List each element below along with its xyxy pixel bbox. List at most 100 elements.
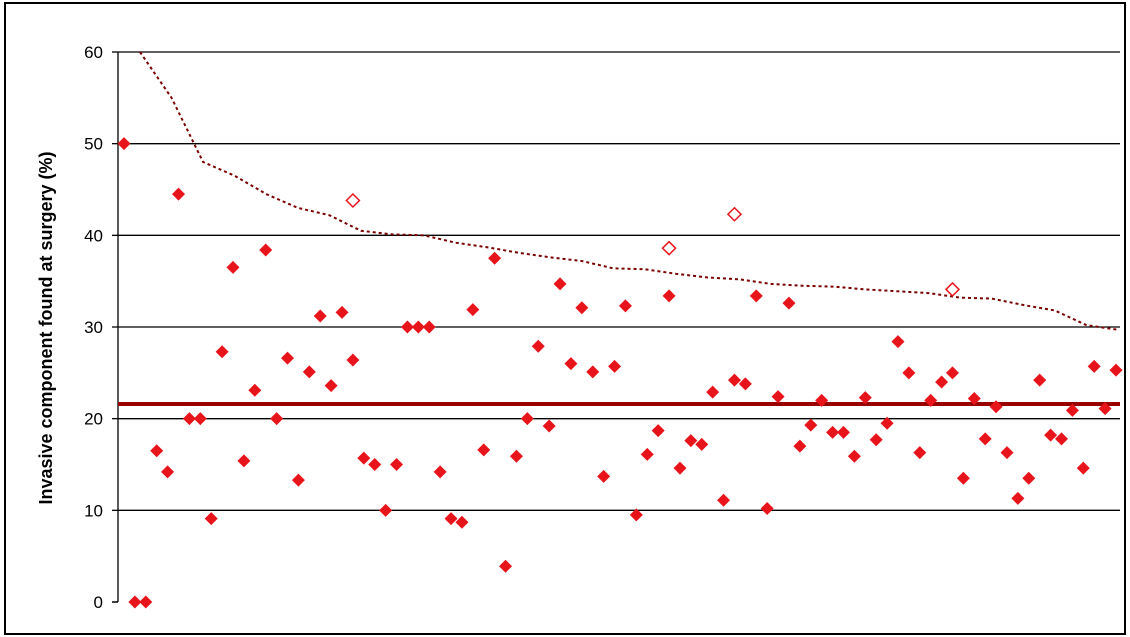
data-point <box>935 375 949 389</box>
data-point <box>291 473 305 487</box>
data-point <box>259 243 273 257</box>
data-point <box>662 289 676 303</box>
grid-lines <box>112 51 1120 603</box>
data-point <box>902 366 916 380</box>
y-tick-label: 0 <box>94 593 103 612</box>
data-point <box>161 465 175 479</box>
y-tick-labels: 0 10 20 30 40 50 60 <box>84 43 103 612</box>
data-point <box>760 502 774 515</box>
data-point <box>182 412 196 426</box>
data-point <box>782 296 796 310</box>
y-tick-label: 30 <box>84 318 103 337</box>
data-point <box>597 469 611 483</box>
data-point <box>215 345 229 359</box>
data-point <box>1098 402 1112 416</box>
data-point <box>542 419 556 433</box>
data-point <box>139 595 153 609</box>
data-point <box>150 444 164 458</box>
data-point <box>727 373 741 387</box>
data-point <box>488 251 502 265</box>
data-point <box>618 299 632 313</box>
y-tick-label: 40 <box>84 226 103 245</box>
data-point <box>684 434 698 448</box>
data-point <box>815 393 829 407</box>
data-point <box>706 385 720 399</box>
data-point <box>804 418 818 432</box>
data-point <box>673 461 687 475</box>
data-point <box>793 439 807 453</box>
data-point <box>335 305 349 319</box>
data-point <box>924 393 938 407</box>
data-point <box>1022 471 1036 485</box>
threshold-curve <box>139 51 1119 331</box>
data-point <box>531 339 545 353</box>
data-point <box>869 433 883 447</box>
data-point <box>1054 432 1068 446</box>
data-point <box>237 454 251 468</box>
data-point <box>956 471 970 485</box>
data-point <box>1087 359 1101 373</box>
data-point <box>749 289 763 303</box>
y-tick-label: 60 <box>84 43 103 62</box>
data-point <box>379 503 393 517</box>
data-point <box>913 446 927 460</box>
data-point <box>629 508 643 522</box>
data-point <box>826 425 840 439</box>
data-point <box>499 559 513 573</box>
data-point <box>128 595 142 609</box>
data-point <box>1000 446 1014 460</box>
data-point <box>553 277 567 291</box>
data-point <box>891 335 905 349</box>
data-point <box>836 425 850 439</box>
data-point <box>847 449 861 463</box>
data-point <box>1033 373 1047 387</box>
data-point <box>226 260 240 274</box>
data-point <box>771 390 785 404</box>
data-point <box>324 379 338 393</box>
data-point <box>1044 428 1058 442</box>
data-point <box>411 320 425 334</box>
data-point <box>433 465 447 479</box>
data-point <box>422 320 436 334</box>
data-point <box>477 443 491 457</box>
data-point <box>520 412 534 426</box>
data-point <box>608 359 622 373</box>
data-point <box>509 449 523 463</box>
data-point <box>564 357 578 371</box>
data-points <box>117 137 1123 609</box>
data-point <box>717 493 731 507</box>
data-point <box>117 137 131 151</box>
data-point <box>313 309 327 323</box>
data-point <box>989 400 1003 414</box>
open-data-point <box>661 240 677 256</box>
data-point <box>390 458 404 471</box>
chart-frame <box>4 2 1126 635</box>
y-axis-label: Invasive component found at surgery (%) <box>36 151 56 504</box>
data-point <box>346 353 360 367</box>
data-point <box>270 412 284 426</box>
data-point <box>248 383 262 397</box>
data-point <box>586 365 600 379</box>
y-tick-label: 50 <box>84 135 103 154</box>
data-point <box>172 187 186 201</box>
data-point <box>695 437 709 451</box>
data-point <box>978 432 992 446</box>
data-point <box>1076 461 1090 475</box>
data-point <box>302 365 316 379</box>
data-point <box>1065 403 1079 417</box>
data-point <box>651 424 665 438</box>
data-point <box>444 512 458 526</box>
data-point <box>945 366 959 380</box>
data-point <box>466 303 480 317</box>
data-point <box>204 512 218 526</box>
data-point <box>738 377 752 391</box>
data-point <box>880 416 894 430</box>
data-point <box>193 412 207 426</box>
data-point <box>281 351 295 365</box>
y-tick-label: 10 <box>84 501 103 520</box>
open-data-point <box>726 206 743 222</box>
open-points <box>345 192 961 297</box>
data-point <box>858 391 872 405</box>
data-point <box>357 451 371 465</box>
